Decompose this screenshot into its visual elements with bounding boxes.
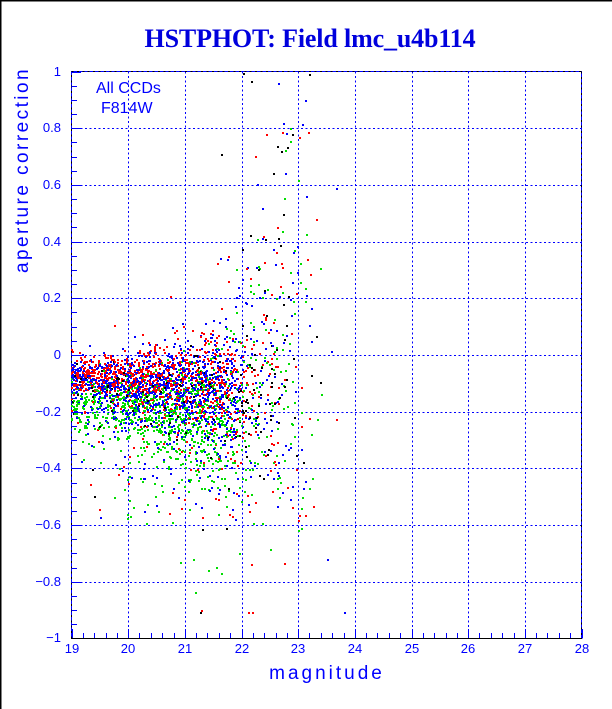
svg-text:22: 22 [235,641,249,656]
svg-text:F814W: F814W [101,100,153,117]
svg-text:0: 0 [54,347,61,362]
svg-text:0.2: 0.2 [43,290,61,305]
svg-text:25: 25 [405,641,419,656]
svg-text:0.6: 0.6 [43,177,61,192]
svg-text:All CCDs: All CCDs [96,80,161,97]
svg-text:HSTPHOT: Field lmc_u4b114: HSTPHOT: Field lmc_u4b114 [145,24,476,53]
svg-text:−0.8: −0.8 [35,574,61,589]
svg-text:0.4: 0.4 [43,234,61,249]
svg-text:23: 23 [291,641,305,656]
svg-text:28: 28 [575,641,589,656]
svg-text:−0.2: −0.2 [35,404,61,419]
svg-text:magnitude: magnitude [269,663,385,684]
svg-text:27: 27 [518,641,532,656]
svg-text:1: 1 [54,64,61,79]
svg-text:21: 21 [178,641,192,656]
svg-text:24: 24 [348,641,362,656]
svg-text:aperture correction: aperture correction [12,67,33,273]
svg-text:−1: −1 [46,630,61,645]
svg-text:20: 20 [121,641,135,656]
svg-text:0.8: 0.8 [43,120,61,135]
svg-text:−0.6: −0.6 [35,517,61,532]
svg-text:26: 26 [461,641,475,656]
svg-text:−0.4: −0.4 [35,460,61,475]
svg-text:19: 19 [65,641,79,656]
